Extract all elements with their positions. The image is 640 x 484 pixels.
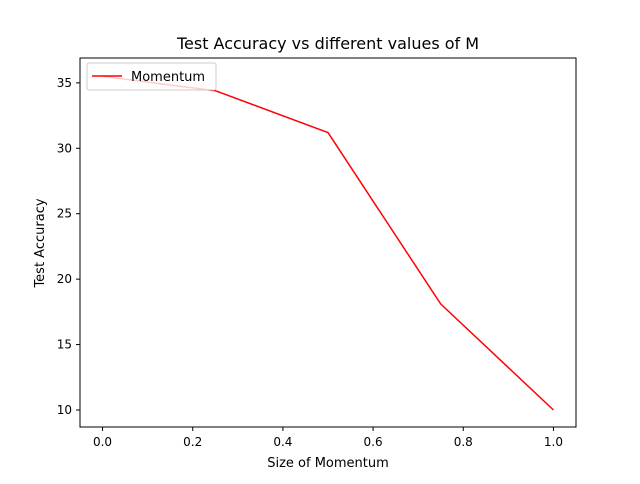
x-tick-label: 0.6 xyxy=(364,435,383,449)
y-tick-label: 35 xyxy=(57,76,72,90)
chart-title: Test Accuracy vs different values of M xyxy=(176,34,479,53)
y-tick-label: 30 xyxy=(57,141,72,155)
y-axis-label: Test Accuracy xyxy=(33,198,48,288)
x-tick-label: 0.2 xyxy=(183,435,202,449)
x-axis-label: Size of Momentum xyxy=(267,456,389,471)
y-tick-label: 15 xyxy=(57,338,72,352)
legend-label: Momentum xyxy=(131,70,205,85)
y-tick-label: 10 xyxy=(57,403,72,417)
x-tick-label: 0.4 xyxy=(273,435,292,449)
x-tick-label: 1.0 xyxy=(544,435,563,449)
x-tick-label: 0.8 xyxy=(454,435,473,449)
legend: Momentum xyxy=(87,63,216,90)
y-tick-label: 25 xyxy=(57,207,72,221)
x-tick-label: 0.0 xyxy=(93,435,112,449)
y-tick-label: 20 xyxy=(57,272,72,286)
